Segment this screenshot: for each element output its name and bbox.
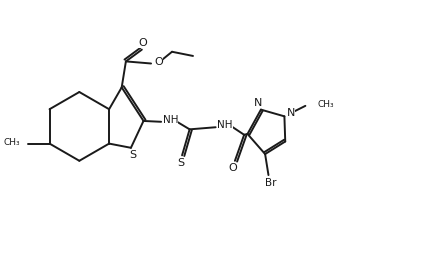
Text: O: O [154, 57, 163, 67]
Text: O: O [229, 163, 238, 173]
Text: N: N [253, 98, 262, 108]
Text: NH: NH [217, 120, 233, 130]
Text: CH₃: CH₃ [317, 100, 334, 109]
Text: CH₃: CH₃ [3, 138, 20, 147]
Text: S: S [130, 150, 137, 160]
Text: S: S [178, 158, 185, 168]
Text: N: N [287, 108, 295, 118]
Text: NH: NH [163, 115, 178, 125]
Text: Br: Br [265, 178, 277, 188]
Text: O: O [138, 38, 147, 48]
